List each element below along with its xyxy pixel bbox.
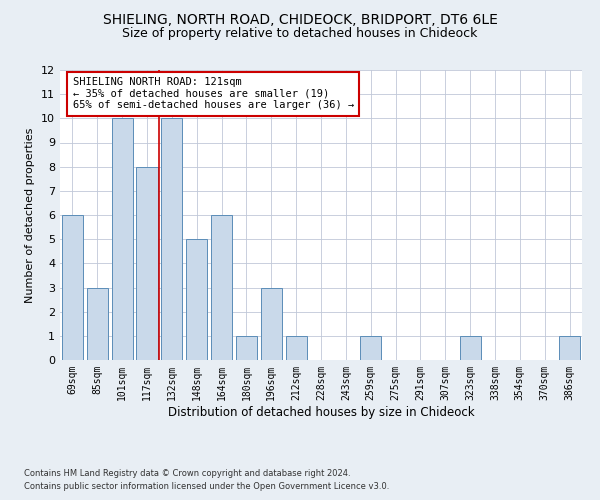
Text: Contains public sector information licensed under the Open Government Licence v3: Contains public sector information licen… — [24, 482, 389, 491]
Bar — [211, 215, 232, 360]
Bar — [460, 336, 481, 360]
Bar — [62, 215, 83, 360]
Bar — [286, 336, 307, 360]
X-axis label: Distribution of detached houses by size in Chideock: Distribution of detached houses by size … — [167, 406, 475, 418]
Bar — [559, 336, 580, 360]
Text: SHIELING NORTH ROAD: 121sqm
← 35% of detached houses are smaller (19)
65% of sem: SHIELING NORTH ROAD: 121sqm ← 35% of det… — [73, 78, 354, 110]
Bar — [261, 288, 282, 360]
Bar — [87, 288, 108, 360]
Bar — [360, 336, 381, 360]
Text: SHIELING, NORTH ROAD, CHIDEOCK, BRIDPORT, DT6 6LE: SHIELING, NORTH ROAD, CHIDEOCK, BRIDPORT… — [103, 12, 497, 26]
Y-axis label: Number of detached properties: Number of detached properties — [25, 128, 35, 302]
Bar — [112, 118, 133, 360]
Bar — [236, 336, 257, 360]
Text: Contains HM Land Registry data © Crown copyright and database right 2024.: Contains HM Land Registry data © Crown c… — [24, 468, 350, 477]
Bar — [161, 118, 182, 360]
Bar — [136, 166, 158, 360]
Bar — [186, 239, 207, 360]
Text: Size of property relative to detached houses in Chideock: Size of property relative to detached ho… — [122, 28, 478, 40]
